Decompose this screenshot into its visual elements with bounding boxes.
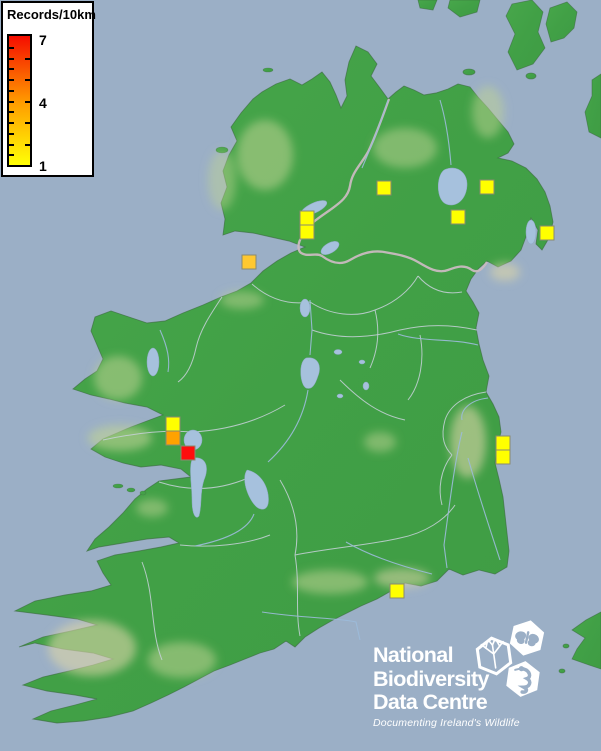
butterfly-icon [509, 620, 545, 656]
rathlin-island [462, 68, 476, 76]
river-shannon [194, 513, 255, 547]
river-suir [345, 541, 433, 575]
kintyre-peninsula [584, 73, 601, 139]
strangford-lough [525, 219, 537, 245]
upper-lough-erne [320, 241, 340, 255]
islay-island [505, 0, 546, 71]
legend-max-label: 7 [39, 32, 47, 48]
lough-neagh [438, 167, 468, 206]
river-barrow [443, 431, 463, 569]
record-cell[interactable] [450, 209, 466, 225]
legend-tick [9, 122, 14, 124]
record-cell[interactable] [495, 449, 511, 465]
legend-tick [25, 100, 30, 103]
legend: Records/10km 7 4 1 [1, 1, 96, 177]
river-foyle [361, 99, 389, 169]
legend-tick [25, 122, 30, 124]
legend-colorbar [7, 34, 32, 167]
lough-conn [146, 347, 160, 377]
record-cell[interactable] [539, 225, 555, 241]
legend-tick [9, 89, 14, 92]
wales-coast [571, 611, 601, 670]
seahorse-icon [506, 661, 540, 697]
lough-derg [244, 469, 269, 510]
record-cell[interactable] [479, 179, 495, 195]
rivers [159, 99, 501, 641]
legend-title: Records/10km [7, 7, 96, 22]
county-boundaries [102, 275, 487, 661]
record-cell[interactable] [495, 435, 511, 451]
record-cell[interactable] [241, 254, 257, 270]
lough-ree [300, 357, 320, 389]
river-liffey [461, 397, 489, 421]
legend-tick [9, 154, 14, 157]
record-cell[interactable] [180, 445, 196, 461]
legend-tick [25, 79, 30, 81]
record-cell[interactable] [299, 210, 315, 226]
legend-tick [9, 68, 14, 71]
river-bann [439, 99, 452, 166]
tree-icon [475, 636, 513, 676]
record-squares-layer [165, 179, 555, 599]
legend-tick [25, 143, 30, 146]
record-cell[interactable] [165, 430, 181, 446]
legend-tick [9, 100, 14, 103]
ni-border [297, 98, 488, 273]
lough-corrib [190, 457, 207, 518]
legend-tick [9, 132, 14, 135]
river-slaney [467, 457, 501, 561]
river-boyne [397, 333, 479, 346]
legend-tick [25, 57, 30, 60]
jura-island [545, 1, 578, 43]
logo-hexagons [475, 620, 545, 697]
record-cell[interactable] [389, 583, 405, 599]
legend-mid-label: 4 [39, 95, 47, 111]
legend-tick [9, 79, 14, 81]
legend-tick [9, 46, 14, 49]
legend-tick [9, 57, 14, 60]
relief-shading [48, 86, 520, 678]
record-cell[interactable] [299, 224, 315, 240]
river-blackwater [261, 611, 361, 641]
legend-tick [9, 111, 14, 114]
lakes [146, 167, 537, 518]
neighbour-landmasses [417, 0, 601, 674]
lough-allen [299, 298, 311, 318]
record-cell[interactable] [376, 180, 392, 196]
legend-min-label: 1 [39, 158, 47, 174]
record-cell[interactable] [165, 416, 181, 432]
legend-tick [9, 143, 14, 146]
river-moy [159, 329, 170, 373]
